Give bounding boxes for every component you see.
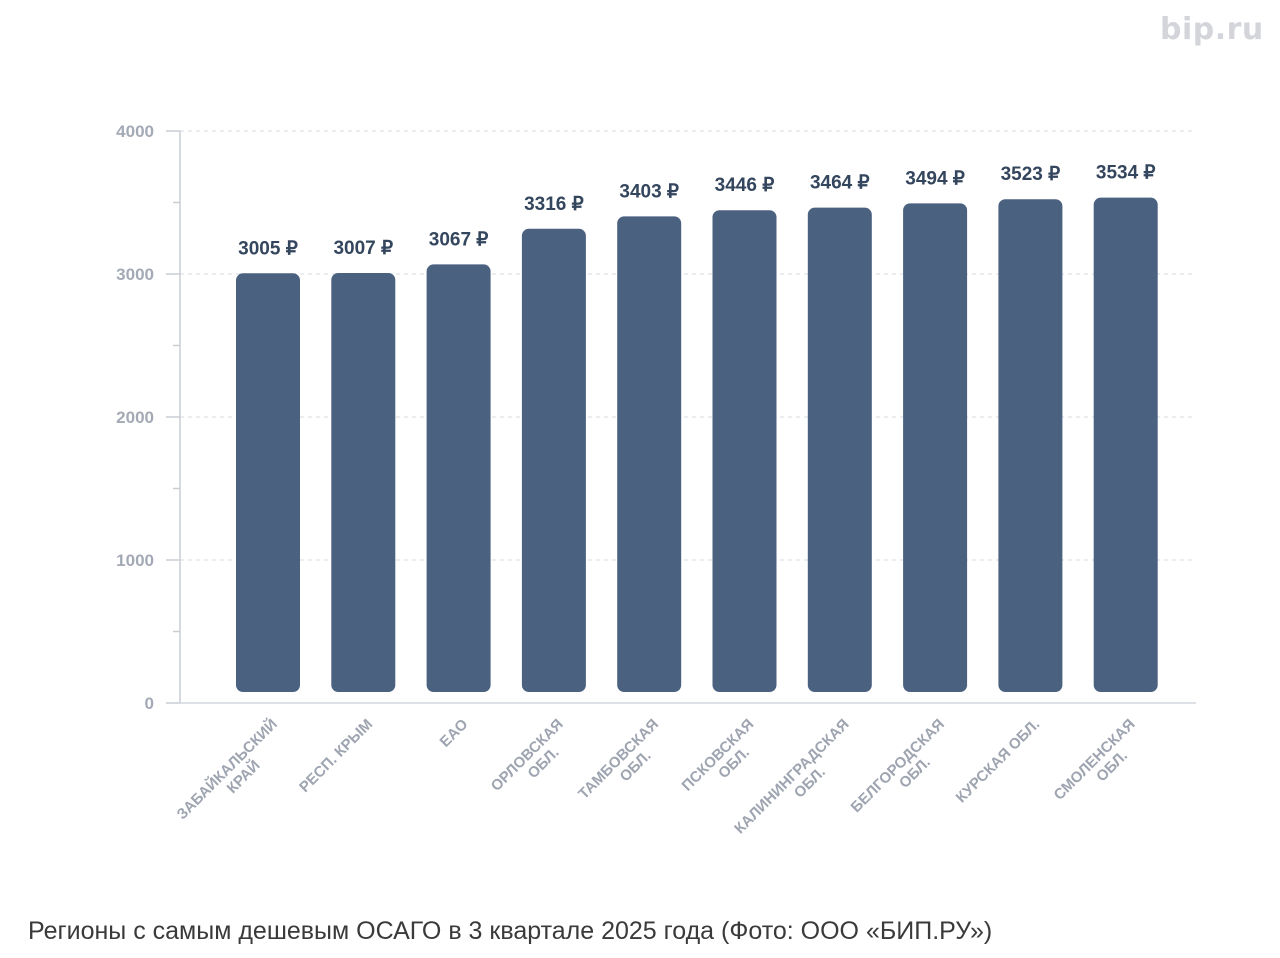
data-label: 3446 ₽ [715, 175, 775, 196]
y-tick-label: 0 [145, 694, 154, 713]
bar [998, 199, 1063, 692]
site-watermark: bip.ru [1160, 12, 1264, 47]
data-label: 3316 ₽ [524, 194, 584, 215]
x-category-label: ЕАО [437, 716, 472, 751]
data-label: 3464 ₽ [810, 173, 870, 194]
y-tick-label: 2000 [116, 408, 154, 427]
bar [236, 273, 300, 692]
axes: 0 1000 2000 3000 4000 [116, 122, 1196, 713]
data-label: 3403 ₽ [619, 181, 679, 202]
bar [331, 272, 396, 692]
bar [712, 210, 777, 693]
photo-caption: Регионы с самым дешевым ОСАГО в 3 кварта… [28, 917, 993, 945]
bar [807, 207, 872, 692]
y-tick-label: 4000 [116, 122, 154, 141]
x-category-label-line: ЗАБАЙКАЛЬСКИЙ [173, 715, 281, 823]
data-label: 3007 ₽ [333, 238, 393, 259]
bars [236, 197, 1158, 693]
x-category-label: РЕСП. КРЫМ [296, 716, 376, 796]
bar [1093, 197, 1158, 692]
data-label: 3523 ₽ [1001, 164, 1061, 185]
bar [521, 228, 586, 692]
bar-chart: 0 1000 2000 3000 4000 3005 ₽ 3007 ₽ 3067 ₽ 3316… [116, 122, 1196, 837]
y-tick-label: 1000 [116, 551, 154, 570]
data-label: 3534 ₽ [1096, 163, 1156, 184]
bar [617, 216, 682, 692]
x-category-label-line: КУРСКАЯ ОБЛ. [953, 716, 1044, 807]
data-labels: 3005 ₽ 3007 ₽ 3067 ₽ 3316 ₽ 3403 ₽ 3446 ₽ 3464… [238, 163, 1155, 260]
x-category-label: КУРСКАЯ ОБЛ. [953, 716, 1044, 807]
data-label: 3494 ₽ [905, 168, 965, 189]
y-tick-label: 3000 [116, 265, 154, 284]
data-label: 3005 ₽ [238, 238, 298, 259]
x-category-label-line: РЕСП. КРЫМ [296, 716, 376, 796]
data-label: 3067 ₽ [429, 229, 489, 250]
x-category-label-line: ЕАО [437, 716, 472, 751]
bar [903, 203, 968, 692]
bar [426, 264, 491, 692]
